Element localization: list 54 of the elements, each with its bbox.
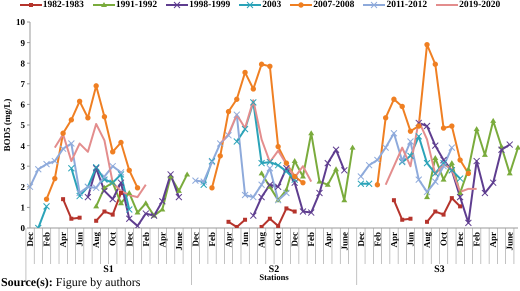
x-tick-label: June	[504, 232, 515, 251]
x-tick-label: Jun	[240, 232, 250, 247]
y-tick-label: 9	[20, 38, 26, 48]
x-tick-label: Jun	[405, 232, 416, 247]
x-tick-label: Feb	[140, 232, 151, 246]
legend-label: 2003	[262, 0, 282, 10]
x-tick-label: June	[174, 232, 184, 251]
text: S1	[103, 264, 114, 275]
y-tick-label: 6	[20, 100, 26, 110]
y-tick-label: 10	[16, 17, 26, 28]
text: S3	[434, 264, 445, 275]
legend-label: 1998-1999	[189, 0, 230, 10]
source-note: Source(s): Figure by authors	[1, 275, 140, 290]
x-tick-label: Apr	[488, 232, 498, 248]
x-tick-label: Oct	[108, 232, 118, 246]
legend-label: 1982-1983	[42, 0, 84, 10]
x-tick-label: Aug	[422, 232, 432, 248]
y-axis-title: BOD5 (mg/L)	[2, 98, 12, 152]
x-tick-label: June	[339, 232, 350, 251]
legend-label: 1991-1992	[116, 0, 158, 10]
y-tick-label: 2	[20, 182, 26, 192]
y-tick-label: 4	[20, 140, 26, 151]
x-tick-label: Feb	[42, 232, 52, 246]
legend-label: 2007-2008	[313, 0, 354, 10]
x-tick-label: Dec	[356, 232, 366, 246]
y-tick-label: 0	[20, 223, 26, 234]
x-tick-label: Jun	[74, 232, 85, 247]
x-tick-label: Feb	[472, 232, 482, 246]
text: S2	[268, 264, 280, 275]
y-tick-label: 7	[20, 78, 26, 89]
x-tick-label: Aug	[91, 232, 102, 248]
x-tick-label: Dec	[290, 232, 300, 246]
x-tick-label: Aug	[256, 232, 267, 248]
x-tick-label: Feb	[306, 232, 316, 246]
x-tick-label: Dec	[455, 232, 466, 246]
legend-label: 2011-2012	[386, 0, 428, 10]
x-tick-label: Apr	[322, 232, 333, 248]
y-tick-label: 8	[20, 58, 26, 68]
x-tick-label: Feb	[206, 232, 217, 246]
x-tick-label: Apr	[224, 232, 234, 248]
x-tick-label: Dec	[190, 232, 200, 246]
y-tick-label: 5	[20, 120, 26, 130]
x-tick-label: Dec	[124, 232, 134, 246]
x-tick-label: Oct	[273, 232, 284, 246]
x-tick-label: Apr	[388, 232, 399, 248]
x-tick-label: Apr	[58, 232, 68, 248]
legend-label: 2019-2020	[459, 0, 500, 10]
x-tick-label: Dec	[25, 232, 35, 246]
x-tick-label: Apr	[157, 232, 168, 248]
x-tick-label: Oct	[438, 232, 449, 246]
y-tick-label: 1	[20, 202, 26, 213]
y-tick-label: 3	[20, 161, 26, 172]
x-axis-title: Stations	[259, 272, 289, 282]
x-tick-label: Feb	[372, 232, 382, 246]
